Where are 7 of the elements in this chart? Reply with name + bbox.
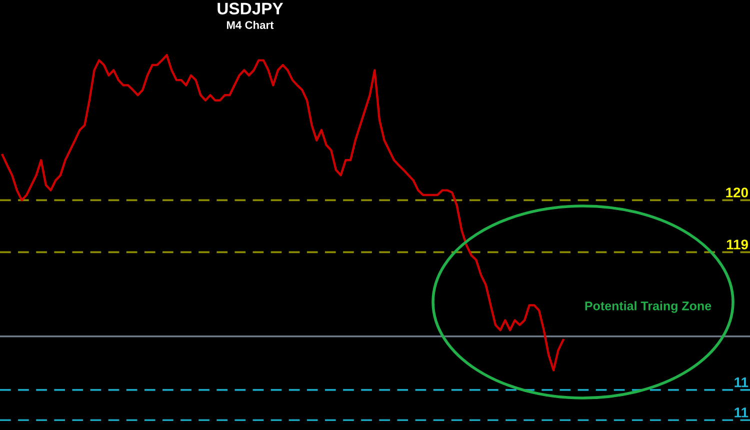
ref-line-label: 120 (726, 188, 748, 198)
chart-title: USDJPY (218, 2, 284, 14)
text: M4 Chart (226, 20, 274, 29)
annotation: 11 (734, 378, 748, 388)
text: Potential Traing Zone (585, 301, 712, 313)
annotation: 11 (734, 408, 748, 418)
ref-line-label: 119 (726, 240, 748, 250)
